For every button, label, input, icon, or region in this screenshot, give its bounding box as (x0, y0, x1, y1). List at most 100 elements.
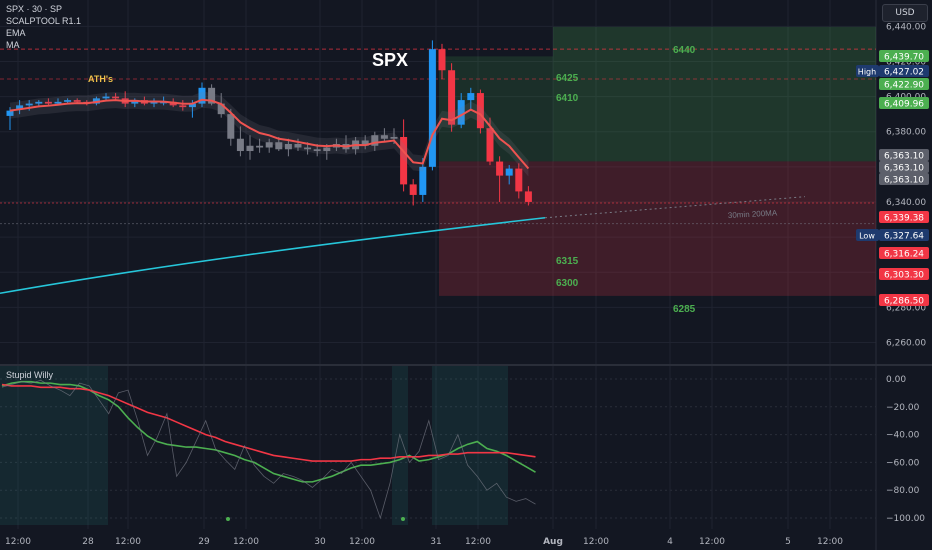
candle-body (448, 70, 456, 125)
candle-body (400, 136, 408, 185)
price-label: 6,303.30 (884, 271, 924, 281)
time-tick-label: 12:00 (5, 537, 31, 547)
candle-body (390, 136, 398, 139)
time-tick-label: 4 (667, 537, 673, 547)
ma200-line (0, 216, 546, 295)
candle-body (438, 49, 446, 71)
currency-button[interactable]: USD (882, 4, 928, 22)
candle-body (419, 166, 427, 195)
candle-body (92, 98, 100, 104)
level-6315: 6315 (556, 256, 579, 267)
candle-body (457, 100, 465, 125)
time-axis: 12:00 28 12:00 29 12:00 30 12:00 31 12:00 Aug 12:0… (5, 537, 843, 547)
candle-body (505, 168, 513, 176)
candle-body (323, 147, 331, 152)
price-label-bg (879, 229, 929, 241)
time-tick-label: 12:00 (817, 537, 843, 547)
candle-body (304, 147, 312, 150)
candle-body (361, 140, 369, 146)
level-6410: 6410 (556, 93, 579, 104)
ema-band (10, 91, 529, 177)
overlay-lines (0, 91, 806, 295)
price-label: 6,363.10 (884, 164, 924, 174)
candle-body (380, 135, 388, 139)
time-tick-label: 12:00 (699, 537, 725, 547)
symbol-title[interactable]: SPX · 30 · SP (6, 4, 63, 14)
candle-body (35, 101, 43, 104)
candle-body (265, 142, 273, 148)
candle-body (371, 135, 379, 146)
price-tick-label: 6,440.00 (886, 22, 926, 32)
price-tag: Low (859, 232, 875, 241)
price-tick-label: 6,260.00 (886, 338, 926, 348)
candle-body (486, 128, 494, 162)
price-label-bg (879, 247, 929, 259)
price-tag-bg (856, 229, 879, 241)
osc-tick-label: 0.00 (886, 375, 906, 385)
osc-tick-label: −40.00 (886, 431, 920, 441)
profit-zone (439, 56, 553, 162)
osc-series (1, 379, 536, 520)
candle-body (409, 184, 417, 195)
annotations: SPX ATH's 6440 6425 6410 6315 6300 6285 30min 20… (6, 45, 778, 380)
osc-dot (226, 517, 230, 522)
candle-body (476, 93, 484, 129)
candle-body (313, 149, 321, 152)
oscillator-title: Stupid Willy (6, 370, 54, 380)
candle-body (236, 138, 244, 152)
price-label: 6,363.10 (884, 176, 924, 186)
osc-tick-label: −80.00 (886, 486, 920, 496)
price-tick-label: 6,280.00 (886, 303, 926, 313)
indicator-scalptool[interactable]: SCALPTOOL R1.1 (6, 16, 82, 26)
time-tick-label: 12:00 (233, 537, 259, 547)
chart-title: SPX (372, 50, 408, 70)
candle-body (275, 142, 283, 150)
candle-body (54, 101, 62, 104)
time-tick-label: 30 (314, 537, 326, 547)
price-label-bg (879, 65, 929, 77)
profit-zone-ext (553, 26, 876, 162)
osc-tick-label: −100.00 (886, 514, 925, 524)
candle-body (524, 191, 532, 202)
price-label-bg (879, 97, 929, 109)
indicator-ema[interactable]: EMA (6, 28, 26, 38)
osc-series (1, 383, 536, 462)
oscillator-pane (0, 366, 536, 525)
loss-zone-ext (553, 161, 876, 296)
price-label: 6,286.50 (884, 297, 924, 307)
candle-body (208, 87, 216, 104)
price-label-bg (879, 78, 929, 90)
price-label: 6,422.90 (884, 81, 924, 91)
osc-shade (392, 366, 408, 525)
candle-body (169, 101, 177, 106)
candle-body (6, 110, 14, 116)
candle-body (188, 103, 196, 108)
level-6425: 6425 (556, 73, 579, 84)
candle-body (246, 145, 254, 152)
price-label-bg (879, 161, 929, 173)
candle-body (294, 144, 302, 148)
price-label: 6,316.24 (884, 250, 924, 260)
price-tick-label: 6,340.00 (886, 198, 926, 208)
target-zones (0, 26, 876, 296)
candle-body (112, 96, 120, 99)
ema-line (9, 98, 530, 170)
candle-body (217, 103, 225, 115)
price-tick-label: 6,380.00 (886, 128, 926, 138)
level-6285: 6285 (673, 304, 696, 315)
candle-body (150, 101, 158, 104)
price-label-bg (879, 173, 929, 185)
osc-tick-label: −20.00 (886, 403, 920, 413)
osc-tick-label: −60.00 (886, 458, 920, 468)
price-label-bg (879, 211, 929, 223)
candle-body (284, 144, 292, 150)
indicator-ma[interactable]: MA (6, 40, 20, 50)
time-tick-label: 28 (82, 537, 94, 547)
candle-body (467, 93, 475, 101)
price-tag: High (858, 68, 876, 77)
ma200-label: 30min 200MA (728, 208, 778, 220)
candle-body (496, 161, 504, 176)
candle-body (198, 87, 206, 104)
time-tick-label: 12:00 (583, 537, 609, 547)
